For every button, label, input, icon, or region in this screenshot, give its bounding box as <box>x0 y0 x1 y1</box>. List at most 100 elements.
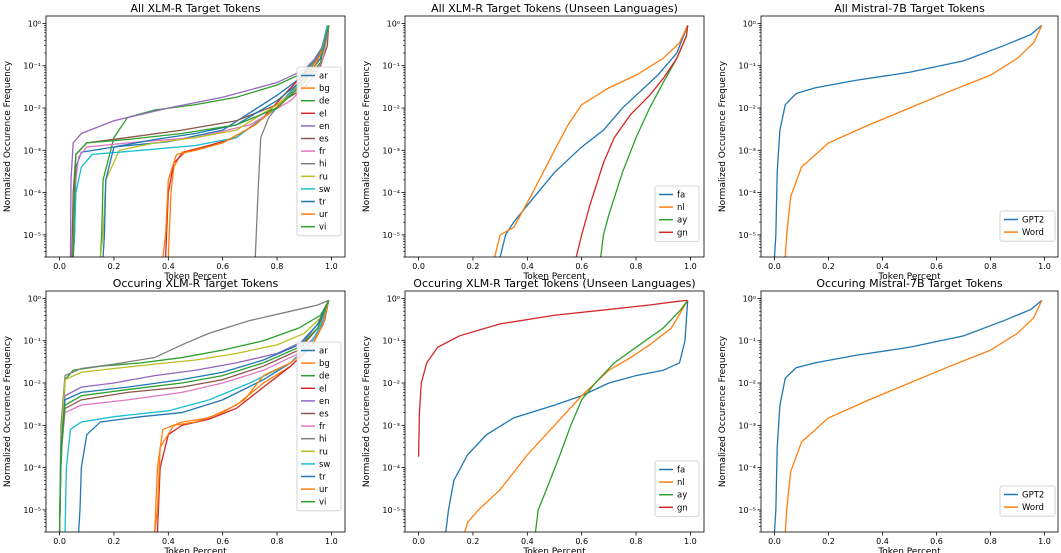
legend-label: GPT2 <box>1022 491 1044 501</box>
legend-label: fa <box>677 191 685 201</box>
x-tick-label: 0.6 <box>216 537 229 546</box>
series-line-Word <box>784 25 1043 257</box>
legend-label: ru <box>319 447 328 457</box>
chart-title: All XLM-R Target Tokens (Unseen Language… <box>431 2 678 15</box>
legend-label: nl <box>677 203 685 213</box>
plot-frame <box>45 15 346 258</box>
legend-box <box>654 460 700 517</box>
x-tick-label: 0.0 <box>412 262 425 271</box>
series-line-en <box>58 300 330 532</box>
legend-label: ay <box>677 216 687 226</box>
series-line-Word <box>784 300 1043 532</box>
series-line-hi <box>58 299 329 532</box>
x-tick-label: 0.6 <box>575 537 588 546</box>
x-tick-label: 1.0 <box>325 262 338 271</box>
y-tick-label: 10⁻¹ <box>738 337 756 346</box>
series-line-nl <box>494 25 689 257</box>
y-tick-label: 10⁻⁵ <box>738 231 756 240</box>
y-axis-label: Normalized Occurence Frequency <box>3 335 13 487</box>
y-tick-label: 10⁻¹ <box>382 337 400 346</box>
x-tick-label: 0.4 <box>876 262 889 271</box>
x-tick-label: 0.8 <box>984 537 997 546</box>
y-tick-label: 10⁻⁴ <box>738 464 756 473</box>
legend-label: Word <box>1022 503 1044 513</box>
legend: ar bg de el en es fr hi ru sw tr ur vi <box>296 66 342 237</box>
legend: fa nl ay gn <box>654 185 700 242</box>
series-line-fr <box>58 300 330 532</box>
y-tick-label: 10⁻⁵ <box>382 506 400 515</box>
legend-label: gn <box>677 228 688 238</box>
x-tick-label: 0.4 <box>521 262 534 271</box>
y-tick-label: 10⁻² <box>23 104 41 113</box>
legend-box <box>999 485 1056 517</box>
plot-frame <box>760 290 1059 533</box>
y-tick-label: 10⁻⁴ <box>382 189 400 198</box>
x-tick-label: 0.6 <box>930 537 943 546</box>
series-line-gn <box>417 299 688 457</box>
y-axis-label: Normalized Occurence Frequency <box>362 60 372 212</box>
legend-label: sw <box>319 185 330 195</box>
series-group <box>417 299 689 532</box>
chart-panel-1: All XLM-R Target Tokens 0.0 0.2 0.4 0.6 0.8 1.… <box>3 2 346 282</box>
plot-frame <box>404 15 705 258</box>
y-tick-label: 10⁻¹ <box>23 337 41 346</box>
x-tick-label: 0.4 <box>162 262 175 271</box>
series-line-ur <box>162 25 330 257</box>
x-axis-label: Token Percent <box>877 272 941 282</box>
legend: fa nl ay gn <box>654 460 700 517</box>
series-line-ru <box>58 300 330 532</box>
legend-label: de <box>319 97 330 107</box>
y-axis-label: Normalized Occurence Frequency <box>718 335 728 487</box>
y-tick-label: 10⁰ <box>28 19 41 28</box>
x-tick-label: 0.0 <box>412 537 425 546</box>
chart-title: All XLM-R Target Tokens <box>131 2 261 15</box>
x-tick-label: 1.0 <box>684 537 697 546</box>
x-tick-label: 0.4 <box>162 537 175 546</box>
y-tick-label: 10⁻³ <box>738 421 756 430</box>
series-group <box>494 25 689 257</box>
y-tick-label: 10⁻⁴ <box>738 189 756 198</box>
legend-label: ar <box>319 347 328 357</box>
series-line-tr <box>58 300 330 532</box>
legend: GPT2 Word <box>999 210 1056 242</box>
x-tick-label: 0.0 <box>768 537 781 546</box>
plot-frame <box>45 290 346 533</box>
legend-label: hi <box>319 435 327 445</box>
y-tick-label: 10⁻⁵ <box>23 231 41 240</box>
x-tick-label: 0.2 <box>108 262 121 271</box>
legend-label: ur <box>319 210 328 220</box>
series-line-GPT2 <box>773 24 1043 257</box>
x-tick-label: 1.0 <box>1038 537 1051 546</box>
y-axis-label: Normalized Occurence Frequency <box>3 60 13 212</box>
chart-title: All Mistral-7B Target Tokens <box>834 2 985 15</box>
chart-title: Occuring Mistral-7B Target Tokens <box>816 277 1003 290</box>
legend-label: gn <box>677 503 688 513</box>
x-tick-label: 0.8 <box>271 537 284 546</box>
x-tick-label: 1.0 <box>1038 262 1051 271</box>
chart-panel-6: Occuring Mistral-7B Target Tokens 0.0 0.2 0… <box>718 277 1059 553</box>
y-tick-label: 10⁰ <box>743 19 756 28</box>
legend: GPT2 Word <box>999 485 1056 517</box>
y-tick-label: 10⁻² <box>23 379 41 388</box>
x-tick-label: 0.8 <box>984 262 997 271</box>
legend-box <box>296 66 342 237</box>
x-tick-label: 0.6 <box>575 262 588 271</box>
chart-title: Occuring XLM-R Target Tokens (Unseen Lan… <box>413 277 695 290</box>
y-tick-label: 10⁰ <box>387 294 400 303</box>
legend-box <box>654 185 700 242</box>
series-line-vi <box>72 25 330 257</box>
series-line-ur <box>154 300 330 532</box>
y-axis-label: Normalized Occurence Frequency <box>362 335 372 487</box>
legend-label: ar <box>319 72 328 82</box>
x-tick-label: 0.2 <box>467 262 480 271</box>
y-axis-label: Normalized Occurence Frequency <box>718 60 728 212</box>
chart-title: Occuring XLM-R Target Tokens <box>113 277 279 290</box>
chart-panel-4: Occuring XLM-R Target Tokens 0.0 0.2 0.4 0.6… <box>3 277 346 553</box>
x-tick-label: 0.0 <box>768 262 781 271</box>
x-axis-label: Token Percent <box>163 272 227 282</box>
legend: ar bg de el en es fr hi ru sw tr ur vi <box>296 341 342 512</box>
plot-frame <box>760 15 1059 258</box>
y-tick-label: 10⁻⁵ <box>23 506 41 515</box>
legend-label: fr <box>319 422 326 432</box>
